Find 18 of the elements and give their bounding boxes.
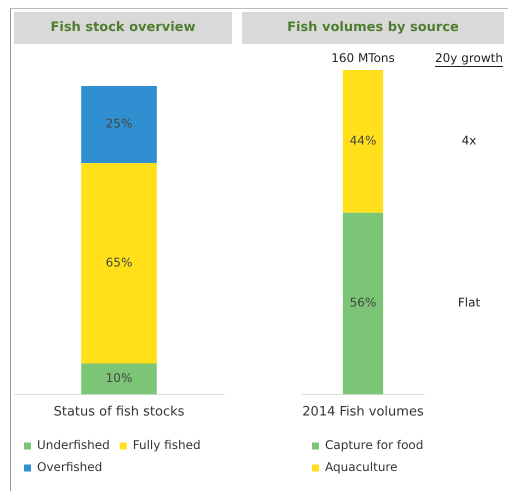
legend-label: Aquaculture — [325, 460, 398, 474]
chart-title: Fish volumes by source — [242, 12, 504, 44]
text: Flat — [458, 296, 480, 310]
legend-label: Fully fished — [132, 438, 201, 452]
text: 20y growth — [435, 51, 503, 66]
legend-label: Underfished — [37, 438, 110, 452]
x-tick-label: 2014 Fish volumes — [302, 404, 424, 420]
data-label: 10% — [106, 371, 132, 386]
legend-label: Capture for food — [325, 438, 424, 452]
data-label: 25% — [106, 116, 132, 131]
text: 160 MTons — [331, 51, 395, 66]
data-label: 56% — [350, 296, 376, 310]
legend-label: Overfished — [37, 460, 102, 474]
text: 4x — [462, 133, 476, 148]
x-tick-label: Status of fish stocks — [54, 404, 185, 420]
data-label: 44% — [350, 133, 376, 148]
chart-title: Fish stock overview — [14, 12, 232, 44]
data-label: 65% — [106, 255, 132, 270]
